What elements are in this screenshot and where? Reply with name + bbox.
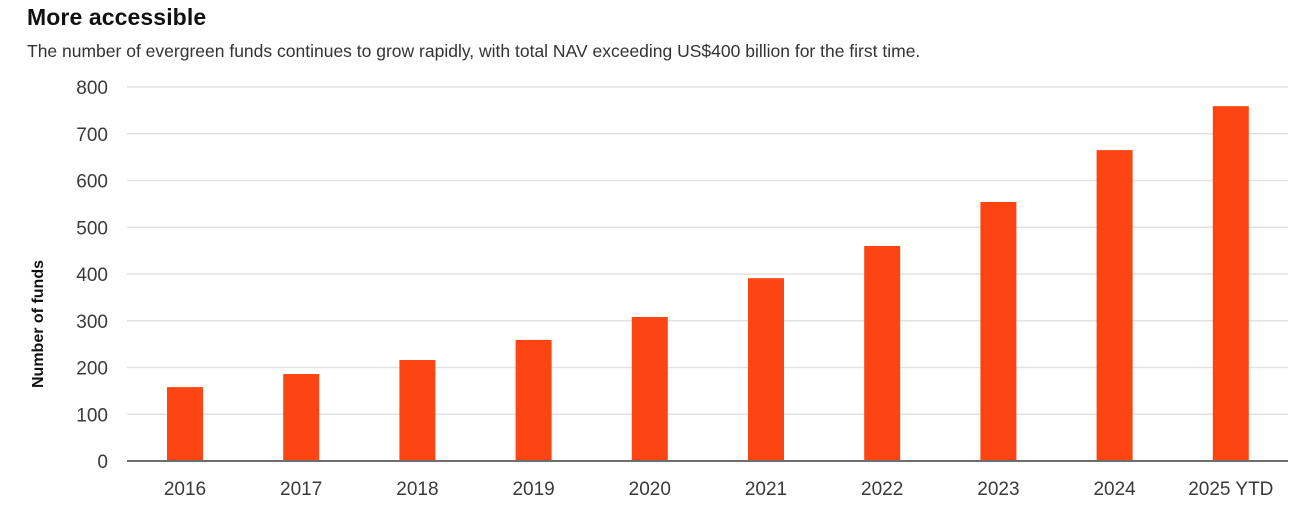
- x-tick-label: 2025 YTD: [1188, 479, 1273, 500]
- bar-2021: [748, 278, 784, 461]
- y-tick-label: 600: [76, 172, 108, 193]
- y-axis-label: Number of funds: [30, 260, 47, 388]
- bars: [167, 106, 1249, 462]
- x-tick-label: 2024: [1093, 479, 1136, 500]
- bar-2017: [283, 374, 320, 461]
- bar-2018: [399, 360, 436, 461]
- y-axis-ticks: 0 100 200 300 400 500 600 700 800: [76, 78, 108, 473]
- x-tick-label: 2023: [977, 479, 1019, 500]
- bar-2024: [1096, 150, 1133, 462]
- x-axis-ticks: 2016 2017 2018 2019 2020 2021 2022 2023 2024 2025…: [164, 479, 1274, 500]
- y-tick-label: 700: [76, 125, 108, 146]
- chart-subtitle: The number of evergreen funds continues …: [27, 41, 921, 61]
- x-tick-label: 2020: [629, 479, 671, 500]
- y-tick-label: 400: [76, 265, 108, 286]
- y-tick-label: 200: [76, 359, 108, 380]
- x-tick-label: 2022: [861, 479, 903, 500]
- chart-title: More accessible: [27, 4, 207, 30]
- bar-2019: [515, 339, 552, 461]
- x-tick-label: 2019: [512, 479, 554, 500]
- y-tick-label: 100: [76, 405, 108, 426]
- y-tick-label: 500: [76, 218, 108, 239]
- x-tick-label: 2017: [280, 479, 322, 500]
- y-tick-label: 0: [97, 452, 108, 473]
- x-tick-label: 2021: [745, 479, 787, 500]
- bar-2016: [167, 387, 203, 461]
- bar-2023: [980, 202, 1017, 461]
- bar-2022: [864, 245, 901, 461]
- x-tick-label: 2018: [396, 479, 438, 500]
- gridlines: [127, 86, 1288, 415]
- y-tick-label: 300: [76, 312, 108, 333]
- x-tick-label: 2016: [164, 479, 206, 500]
- y-tick-label: 800: [76, 78, 108, 99]
- bar-2025-ytd: [1212, 106, 1249, 461]
- bar-2020: [631, 317, 668, 461]
